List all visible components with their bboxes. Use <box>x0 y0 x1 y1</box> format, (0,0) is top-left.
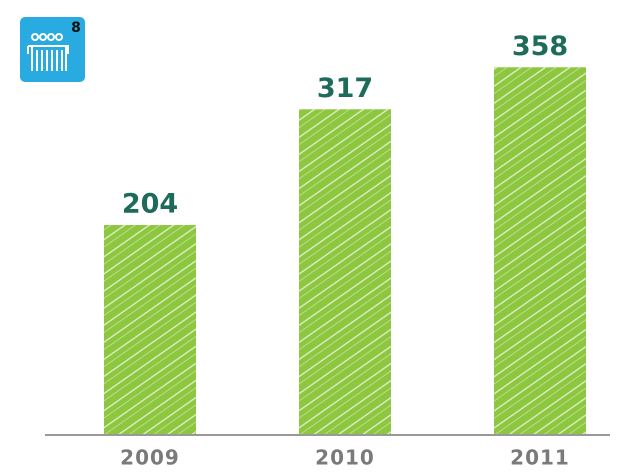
x-tick-label: 2011 <box>510 446 570 470</box>
x-tick-label: 2009 <box>120 446 180 470</box>
bar <box>494 67 586 434</box>
icon: 8 <box>20 17 85 82</box>
bar <box>104 225 196 434</box>
x-tick-label: 2010 <box>315 446 375 470</box>
value-label: 358 <box>512 31 568 62</box>
icon-label: 8 <box>71 20 81 36</box>
value-label: 204 <box>122 189 178 220</box>
bar <box>299 109 391 435</box>
value-label: 317 <box>317 73 373 104</box>
